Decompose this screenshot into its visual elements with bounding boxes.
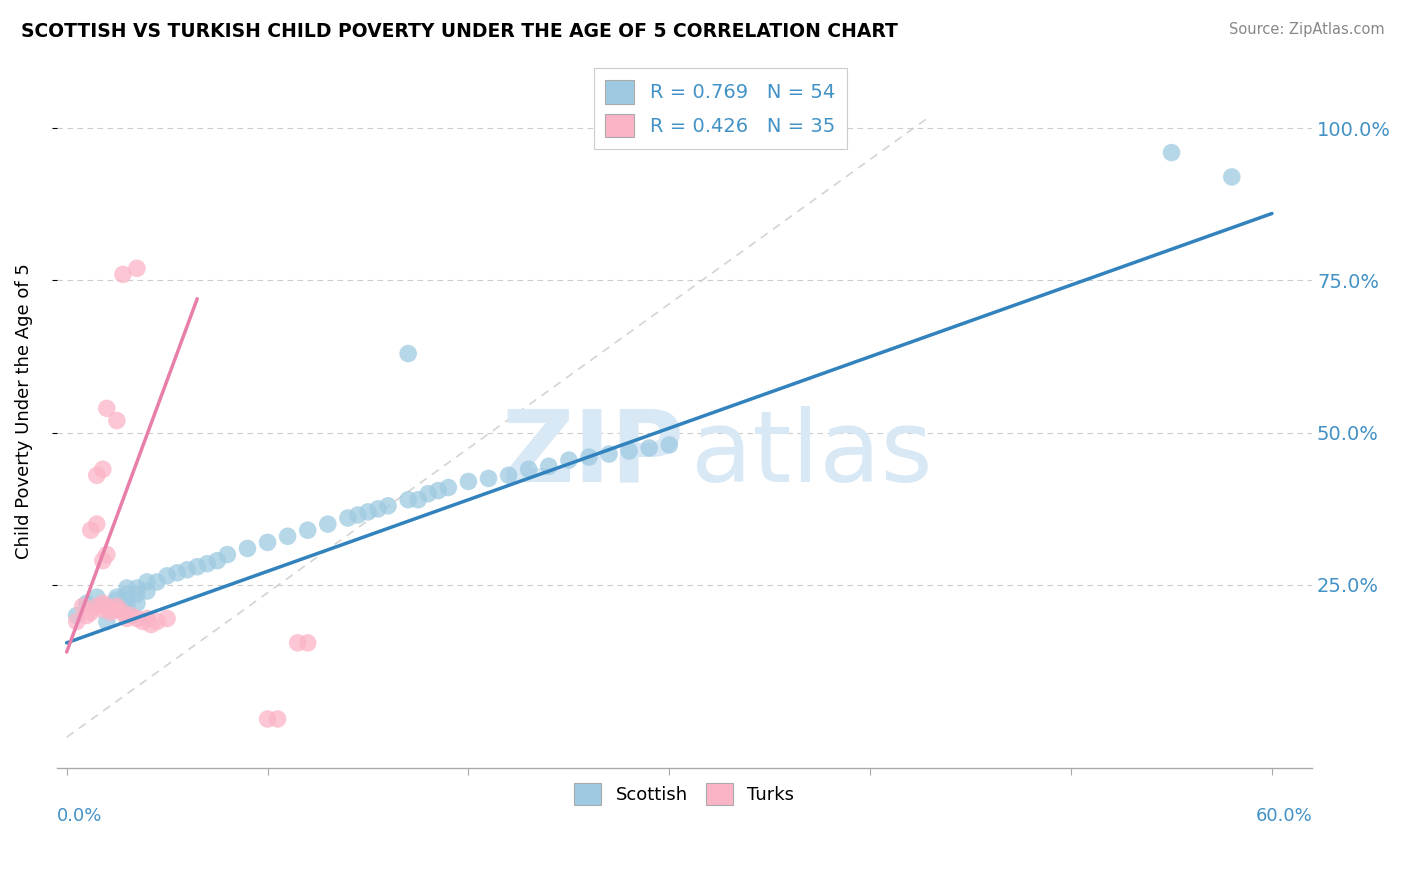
- Point: [72, 599, 94, 614]
- Point: [156, 611, 179, 625]
- Point: [217, 548, 239, 562]
- Point: [111, 268, 134, 282]
- Text: 0.0%: 0.0%: [56, 807, 103, 825]
- Point: [115, 587, 138, 601]
- Point: [638, 441, 661, 455]
- Point: [498, 468, 520, 483]
- Point: [658, 438, 681, 452]
- Point: [357, 505, 380, 519]
- Point: [125, 611, 148, 625]
- Point: [96, 599, 118, 614]
- Point: [91, 602, 114, 616]
- Point: [125, 587, 148, 601]
- Point: [396, 492, 419, 507]
- Point: [156, 569, 179, 583]
- Legend: Scottish, Turks: Scottish, Turks: [567, 776, 801, 812]
- Point: [367, 501, 389, 516]
- Point: [236, 541, 259, 556]
- Point: [76, 608, 98, 623]
- Point: [578, 450, 600, 464]
- Point: [176, 563, 198, 577]
- Point: [96, 548, 118, 562]
- Text: SCOTTISH VS TURKISH CHILD POVERTY UNDER THE AGE OF 5 CORRELATION CHART: SCOTTISH VS TURKISH CHILD POVERTY UNDER …: [21, 22, 898, 41]
- Point: [617, 444, 640, 458]
- Point: [91, 554, 114, 568]
- Point: [105, 602, 128, 616]
- Point: [316, 517, 339, 532]
- Text: 60.0%: 60.0%: [1256, 807, 1312, 825]
- Point: [115, 611, 138, 625]
- Text: Source: ZipAtlas.com: Source: ZipAtlas.com: [1229, 22, 1385, 37]
- Point: [166, 566, 188, 580]
- Point: [537, 459, 560, 474]
- Point: [115, 581, 138, 595]
- Point: [96, 401, 118, 416]
- Point: [146, 615, 169, 629]
- Point: [146, 574, 169, 589]
- Point: [139, 617, 162, 632]
- Point: [132, 615, 155, 629]
- Point: [136, 611, 159, 625]
- Point: [125, 261, 148, 276]
- Point: [297, 636, 319, 650]
- Point: [277, 529, 299, 543]
- Point: [266, 712, 288, 726]
- Point: [347, 508, 370, 522]
- Point: [437, 481, 460, 495]
- Point: [105, 413, 128, 427]
- Point: [105, 593, 128, 607]
- Point: [256, 535, 278, 549]
- Point: [91, 596, 114, 610]
- Point: [297, 523, 319, 537]
- Point: [377, 499, 399, 513]
- Point: [136, 574, 159, 589]
- Text: ZIP: ZIP: [502, 406, 685, 503]
- Point: [86, 599, 108, 614]
- Point: [186, 559, 208, 574]
- Point: [80, 606, 103, 620]
- Point: [66, 608, 89, 623]
- Point: [115, 599, 138, 614]
- Point: [1220, 169, 1243, 184]
- Y-axis label: Child Poverty Under the Age of 5: Child Poverty Under the Age of 5: [15, 263, 32, 559]
- Point: [207, 554, 229, 568]
- Point: [336, 511, 359, 525]
- Point: [120, 608, 142, 623]
- Point: [105, 602, 128, 616]
- Point: [100, 606, 122, 620]
- Point: [125, 596, 148, 610]
- Point: [96, 599, 118, 614]
- Point: [396, 346, 419, 360]
- Point: [406, 492, 429, 507]
- Point: [136, 584, 159, 599]
- Point: [86, 468, 108, 483]
- Point: [105, 599, 128, 614]
- Point: [115, 593, 138, 607]
- Point: [477, 471, 499, 485]
- Point: [195, 557, 218, 571]
- Point: [105, 590, 128, 604]
- Point: [457, 475, 479, 489]
- Text: atlas: atlas: [690, 406, 932, 503]
- Point: [256, 712, 278, 726]
- Point: [91, 462, 114, 476]
- Point: [418, 486, 440, 500]
- Point: [111, 606, 134, 620]
- Point: [125, 581, 148, 595]
- Point: [1160, 145, 1182, 160]
- Point: [86, 517, 108, 532]
- Point: [427, 483, 450, 498]
- Point: [558, 453, 581, 467]
- Point: [100, 602, 122, 616]
- Point: [86, 590, 108, 604]
- Point: [598, 447, 620, 461]
- Point: [96, 615, 118, 629]
- Point: [517, 462, 540, 476]
- Point: [287, 636, 309, 650]
- Point: [80, 523, 103, 537]
- Point: [76, 596, 98, 610]
- Point: [66, 615, 89, 629]
